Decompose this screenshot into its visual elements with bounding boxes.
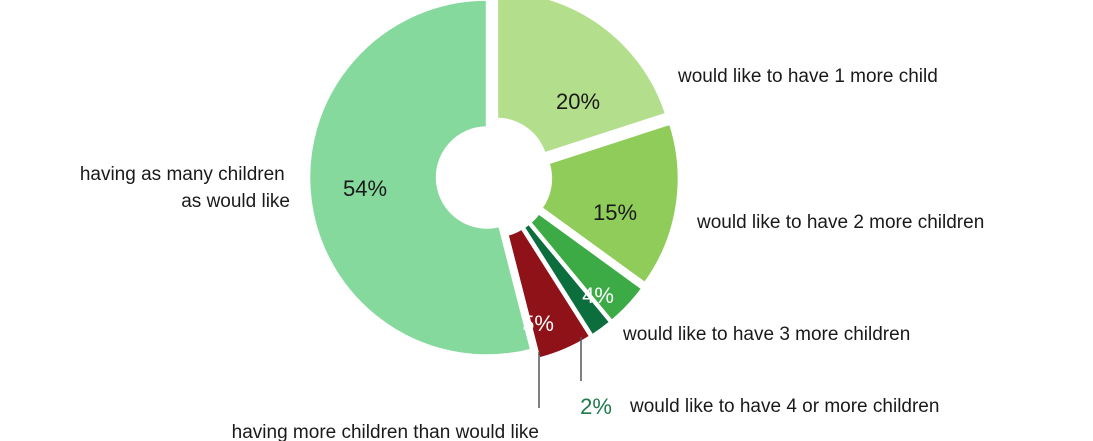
category-label-as-many-line2: as would like (181, 191, 290, 212)
slice-as-many (307, 0, 533, 357)
category-label-as-many-line1: having as many children (80, 164, 285, 185)
slices-group (307, 0, 681, 361)
category-label-2-more: would like to have 2 more children (696, 212, 984, 233)
value-label-1-more: 20% (556, 89, 600, 114)
slice-1-more (495, 0, 668, 156)
labels-group: 20% 15% 4% 2% 5% 54% would like to have … (80, 66, 984, 441)
category-label-4-more: would like to have 4 or more children (629, 396, 939, 417)
category-label-as-many: having as many children as would like (80, 164, 290, 212)
category-label-1-more: would like to have 1 more child (677, 66, 938, 87)
category-label-3-more: would like to have 3 more children (622, 324, 910, 345)
value-label-more-than-like: 5% (522, 311, 554, 336)
value-label-3-more: 4% (582, 283, 614, 308)
value-label-2-more: 15% (593, 200, 637, 225)
value-label-as-many: 54% (343, 176, 387, 201)
slice-3-more (528, 211, 645, 323)
leader-lines (538, 337, 582, 408)
category-label-more-than-like: having more children than would like (232, 422, 539, 441)
slice-4-more (521, 221, 613, 338)
slice-2-more (539, 121, 681, 285)
value-label-4-more: 2% (580, 394, 612, 419)
